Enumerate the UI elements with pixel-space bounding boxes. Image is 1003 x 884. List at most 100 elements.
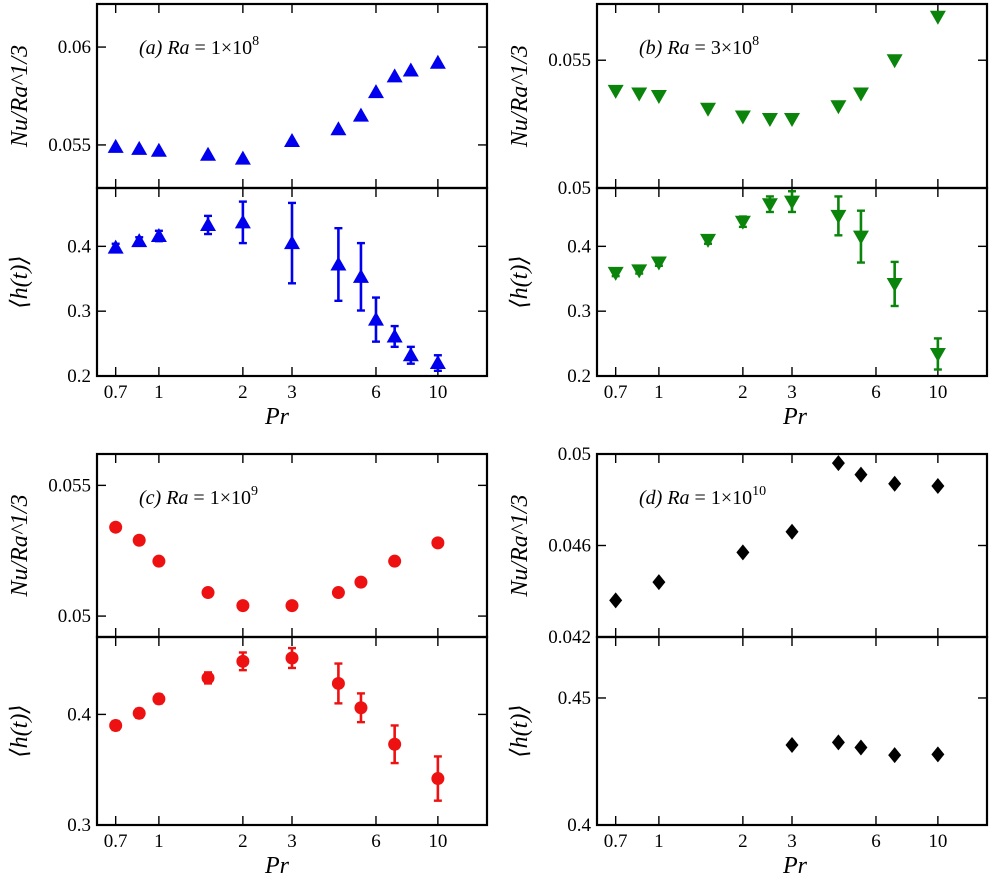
panel-d: 0.042 0.046 0.05 Nu/Ra^1/3 0.4 0.45 ⟨h(t)⟩ 0.7 1… [507,444,989,879]
panel-letter: (a) [139,37,163,59]
data-point [234,150,251,165]
data-point [236,654,250,668]
y-tick-label: 0.042 [548,627,591,648]
data-point [609,592,623,609]
y-tick-label: 0.055 [48,135,91,156]
data-point [284,235,300,250]
y-tick-label: 0.2 [67,366,91,387]
x-tick-label: 6 [371,831,381,852]
y-tick-label: 0.055 [48,475,91,496]
data-point [402,347,419,362]
data-point [931,478,945,495]
y-tick-label: 0.3 [67,301,91,322]
data-point [367,84,384,99]
panel-annotation: (a) Ra = 1×108 [139,34,259,59]
panel-a: 0.055 0.06 Nu/Ra^1/3 0.2 0.3 0.4 ⟨h(t)⟩ 0.7 1 2 3 6… [7,2,489,430]
data-point [132,533,146,547]
data-point [631,264,648,279]
data-point [784,195,800,210]
data-point [201,586,215,600]
data-point [388,554,402,568]
x-tick-label: 3 [287,382,297,403]
data-point [285,651,299,665]
top-y-axis-label: Nu/Ra^1/3 [507,45,533,148]
data-point [631,87,648,102]
bottom-plot-frame [595,635,989,827]
data-point [352,268,369,283]
x-tick-label: 2 [238,382,248,403]
data-point [431,772,445,786]
x-tick-label: 0.7 [604,831,628,852]
x-tick-label: 6 [871,831,881,852]
data-point [152,554,166,568]
panel-letter: (c) [139,487,162,509]
data-point [429,355,446,370]
x-tick-label: 1 [154,831,164,852]
data-point [650,90,667,104]
x-axis-label: Pr [264,853,290,879]
data-point [652,574,666,591]
data-point [367,311,384,326]
annotation-exponent: 9 [251,484,258,499]
y-tick-label: 0.06 [58,37,91,58]
x-tick-label: 10 [928,382,947,403]
x-tick-label: 2 [738,382,748,403]
y-tick-label: 0.45 [558,688,591,709]
data-point [386,68,403,83]
top-plot-frame [95,2,489,190]
data-point [607,266,624,281]
panel-c: 0.05 0.055 Nu/Ra^1/3 0.3 0.4 ⟨h(t)⟩ 0.7 1 2 3 6 10 P… [7,452,489,879]
top-subplot: 0.055 0.06 Nu/Ra^1/3 [7,4,487,188]
x-tick-label: 0.7 [104,382,128,403]
data-point [132,706,146,720]
x-tick-label: 10 [428,831,447,852]
x-axis-label: Pr [264,404,290,430]
data-point [784,113,800,127]
data-point [354,575,368,589]
bottom-plot-frame [95,635,489,827]
data-point [888,475,902,492]
data-point [284,133,300,148]
x-axis-label: Pr [782,853,808,879]
x-tick-label: 1 [654,831,664,852]
x-tick-label: 10 [928,831,947,852]
top-subplot: 0.042 0.046 0.05 Nu/Ra^1/3 [507,444,987,648]
annotation-value: 1×10 [211,37,252,59]
panel-annotation: (c) Ra = 1×109 [139,484,258,509]
data-point [330,256,347,271]
annotation-value: 1×10 [210,487,251,509]
y-tick-label: 0.046 [548,536,591,557]
annotation-value: 1×10 [711,487,752,509]
data-point [830,209,847,224]
data-point [650,256,667,271]
panel-annotation: (d) Ra = 1×1010 [639,484,766,509]
data-point [331,676,345,690]
data-point [234,214,251,229]
y-tick-label: 0.4 [567,236,591,257]
annotation-param: Ra [166,37,189,59]
annotation-value: 3×10 [711,37,752,59]
y-tick-label: 0.05 [558,444,591,465]
x-tick-label: 3 [787,831,797,852]
panel-b: 0.05 0.055 Nu/Ra^1/3 0.2 0.3 0.4 ⟨h(t)⟩ 0.7 1 2 3 6… [507,2,989,430]
y-tick-label: 0.4 [67,704,91,725]
top-plot-frame [595,452,989,639]
annotation-exponent: 10 [752,484,766,499]
data-point [150,142,167,157]
bottom-y-axis-label: ⟨h(t)⟩ [507,255,533,308]
bottom-y-axis-label: ⟨h(t)⟩ [507,704,533,757]
data-point [109,520,123,534]
top-subplot: 0.05 0.055 Nu/Ra^1/3 [507,4,987,199]
y-tick-label: 0.05 [558,178,591,199]
data-point [736,544,750,561]
data-point [700,102,717,117]
data-point [388,737,402,751]
data-point [354,701,368,715]
data-point [852,87,869,102]
panel-letter: (b) [639,37,663,59]
data-point [200,216,217,231]
x-tick-label: 10 [428,382,447,403]
top-y-axis-label: Nu/Ra^1/3 [7,494,33,597]
data-point [330,121,347,136]
